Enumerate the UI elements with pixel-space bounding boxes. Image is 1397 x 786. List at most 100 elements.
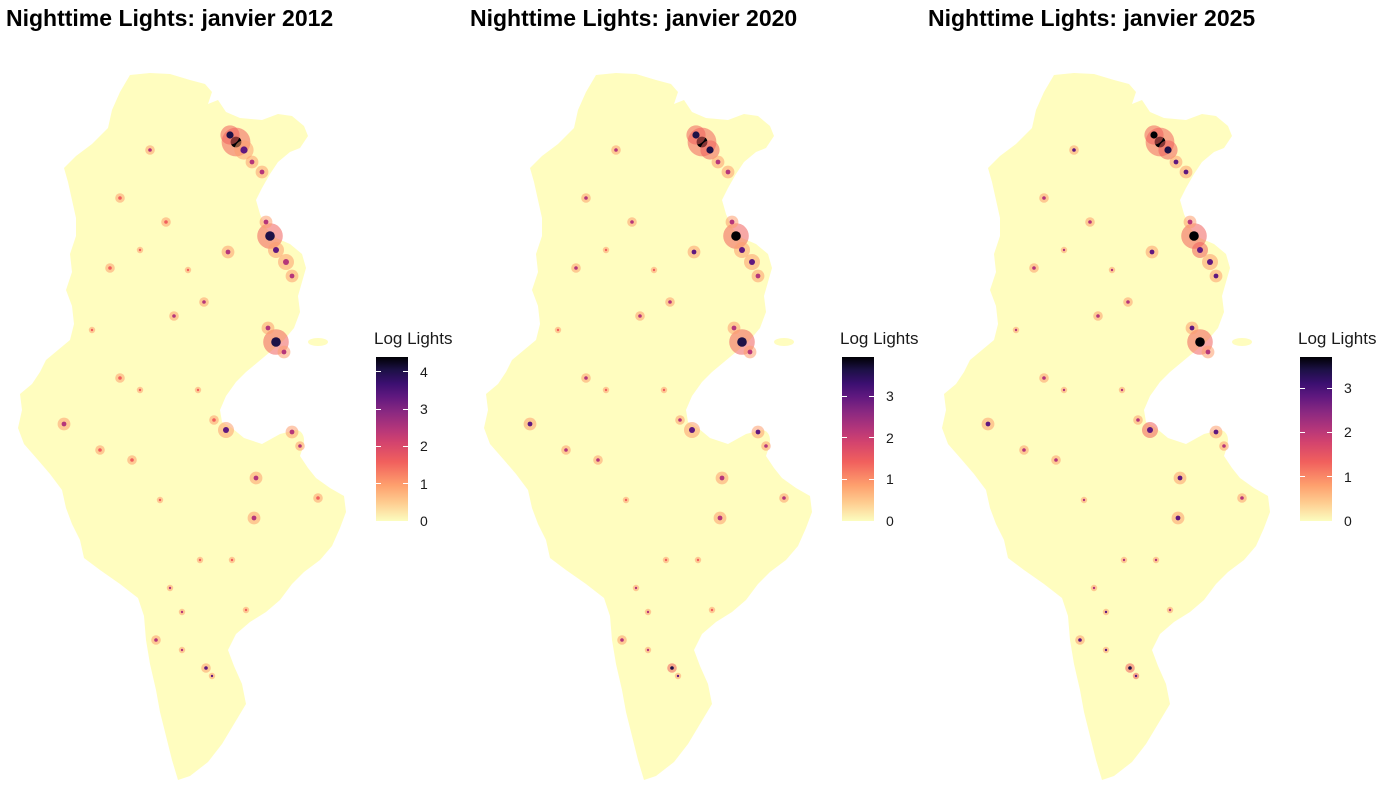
light-cluster xyxy=(710,608,714,612)
country-shape xyxy=(18,73,346,780)
light-cluster xyxy=(251,515,257,521)
light-cluster xyxy=(668,300,672,304)
light-cluster xyxy=(731,231,741,241)
light-cluster xyxy=(1092,586,1096,590)
light-cluster xyxy=(1197,247,1203,253)
light-cluster xyxy=(1042,196,1046,200)
light-cluster xyxy=(281,349,287,355)
light-cluster xyxy=(620,638,624,642)
light-cluster xyxy=(706,146,714,154)
light-cluster xyxy=(1104,610,1108,614)
light-cluster xyxy=(691,249,697,255)
light-cluster xyxy=(1147,427,1153,433)
light-cluster xyxy=(158,498,162,502)
light-cluster xyxy=(118,376,122,380)
light-cluster xyxy=(1187,219,1193,225)
light-cluster xyxy=(1183,169,1189,175)
light-cluster xyxy=(202,300,206,304)
light-cluster xyxy=(1189,231,1199,241)
legend-tick-label: 4 xyxy=(420,363,428,380)
light-cluster xyxy=(289,273,295,279)
light-cluster xyxy=(1104,648,1108,652)
nighttime-lights xyxy=(523,125,789,680)
light-cluster xyxy=(1042,376,1046,380)
light-cluster xyxy=(1088,220,1092,224)
light-cluster xyxy=(164,220,168,224)
light-cluster xyxy=(630,220,634,224)
light-cluster xyxy=(749,259,755,265)
light-cluster xyxy=(725,169,731,175)
light-cluster xyxy=(1164,146,1172,154)
legend-tick-label: 3 xyxy=(420,401,428,418)
legend-tick-label: 1 xyxy=(886,471,894,488)
light-cluster xyxy=(1078,638,1082,642)
light-cluster xyxy=(1177,475,1183,481)
light-cluster xyxy=(204,666,208,670)
map-title: Nighttime Lights: janvier 2012 xyxy=(6,5,334,31)
light-cluster xyxy=(662,388,666,392)
legend-tick-label: 0 xyxy=(886,513,894,529)
light-cluster xyxy=(664,558,668,562)
tunisia-map xyxy=(484,73,812,780)
light-cluster xyxy=(225,249,231,255)
legend-tick-label: 1 xyxy=(420,475,428,492)
light-cluster xyxy=(1032,266,1036,270)
light-cluster xyxy=(696,558,700,562)
light-cluster xyxy=(130,458,134,462)
light-cluster xyxy=(138,388,142,392)
light-cluster xyxy=(90,328,94,332)
light-cluster xyxy=(564,448,568,452)
light-cluster xyxy=(226,131,234,139)
light-cluster xyxy=(265,325,271,331)
light-cluster xyxy=(1110,268,1114,272)
light-cluster xyxy=(584,376,588,380)
light-cluster xyxy=(604,388,608,392)
map-panel-2020: Nighttime Lights: janvier 2020 Log Light… xyxy=(466,0,932,786)
tunisia-map xyxy=(18,73,346,780)
light-cluster xyxy=(212,418,216,422)
legend-tick-label: 1 xyxy=(1344,468,1352,485)
light-cluster xyxy=(729,219,735,225)
light-cluster xyxy=(1082,498,1086,502)
light-cluster xyxy=(186,268,190,272)
light-cluster xyxy=(61,421,67,427)
light-cluster xyxy=(584,196,588,200)
light-cluster xyxy=(604,248,608,252)
light-cluster xyxy=(1240,496,1244,500)
light-cluster xyxy=(180,610,184,614)
light-cluster xyxy=(265,231,275,241)
light-cluster xyxy=(198,558,202,562)
light-cluster xyxy=(638,314,642,318)
light-cluster xyxy=(652,268,656,272)
light-cluster xyxy=(253,475,259,481)
light-cluster xyxy=(283,259,289,265)
light-cluster xyxy=(259,169,265,175)
light-cluster xyxy=(1062,248,1066,252)
light-cluster xyxy=(634,586,638,590)
light-cluster xyxy=(731,325,737,331)
light-cluster xyxy=(715,159,721,165)
legend-title: Log Lights xyxy=(374,329,453,348)
island-shape xyxy=(774,338,794,346)
tunisia-map xyxy=(942,73,1270,780)
light-cluster xyxy=(782,496,786,500)
light-cluster xyxy=(240,146,248,154)
light-cluster xyxy=(98,448,102,452)
light-cluster xyxy=(298,444,302,448)
light-cluster xyxy=(678,418,682,422)
country-shape xyxy=(484,73,812,780)
light-cluster xyxy=(755,273,761,279)
legend-colorbar xyxy=(1300,357,1332,521)
light-cluster xyxy=(764,444,768,448)
light-cluster xyxy=(1120,388,1124,392)
nighttime-lights xyxy=(981,125,1247,680)
light-cluster xyxy=(719,475,725,481)
light-cluster xyxy=(717,515,723,521)
map-title: Nighttime Lights: janvier 2025 xyxy=(928,5,1256,31)
legend: Log Lights 0 1 2 3 xyxy=(1298,329,1397,529)
light-cluster xyxy=(1175,515,1181,521)
light-cluster xyxy=(556,328,560,332)
light-cluster xyxy=(118,196,122,200)
light-cluster xyxy=(646,610,650,614)
legend: Log Lights 0 1 2 3 xyxy=(840,329,950,529)
